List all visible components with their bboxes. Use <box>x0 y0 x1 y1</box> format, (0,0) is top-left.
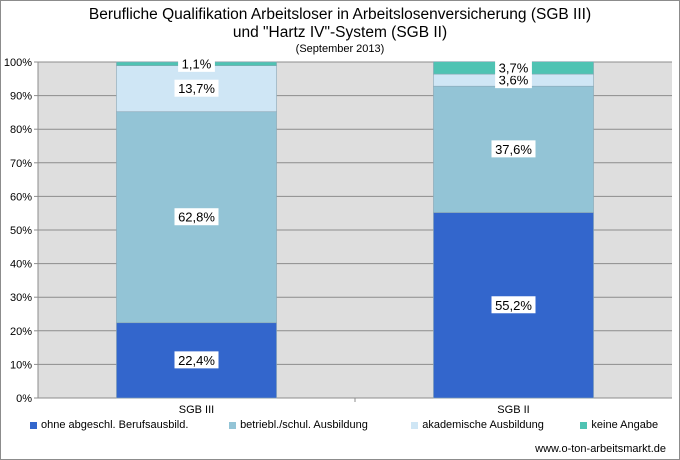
legend-swatch <box>229 421 237 429</box>
y-tick-label: 100% <box>4 57 32 69</box>
data-label-box <box>491 296 536 314</box>
y-tick-label: 90% <box>10 91 32 103</box>
y-tick-label: 50% <box>10 225 32 237</box>
data-label-box <box>174 79 219 97</box>
data-label: 22,4% <box>178 353 215 368</box>
data-label: 55,2% <box>495 298 532 313</box>
data-label: 37,6% <box>495 142 532 157</box>
chart-title-line1: Berufliche Qualifikation Arbeitsloser in… <box>88 6 592 23</box>
chart-legend: ohne abgeschl. Berufsausbild. betriebl./s… <box>30 419 670 431</box>
data-label-box <box>174 351 219 369</box>
legend-item: keine Angabe <box>580 419 670 431</box>
data-label-box <box>495 58 532 76</box>
y-tick-label: 60% <box>10 191 32 203</box>
legend-swatch <box>580 421 588 429</box>
y-tick-label: 0% <box>16 393 32 405</box>
legend-item: ohne abgeschl. Berufsausbild. <box>30 419 229 431</box>
data-label: 1,1% <box>182 56 212 71</box>
legend-item: betriebl./schul. Ausbildung <box>229 419 411 431</box>
legend-label: ohne abgeschl. Berufsausbild. <box>41 419 189 431</box>
data-label: 13,7% <box>178 81 215 96</box>
legend-swatch <box>411 421 419 429</box>
y-tick-label: 20% <box>10 326 32 338</box>
x-category-label: SGB III <box>179 404 214 416</box>
data-label: 3,7% <box>499 60 529 75</box>
legend-swatch <box>30 421 37 429</box>
x-category-label: SGB II <box>497 404 529 416</box>
chart-subtitle: (September 2013) <box>295 43 385 55</box>
legend-label: betriebl./schul. Ausbildung <box>240 419 368 431</box>
legend-label: keine Angabe <box>591 419 659 431</box>
data-label-box <box>174 208 219 226</box>
data-label: 3,6% <box>499 73 529 88</box>
data-label-box <box>178 54 215 72</box>
chart-title: Berufliche Qualifikation Arbeitsloser in… <box>0 6 680 42</box>
legend-label: akademische Ausbildung <box>422 419 544 431</box>
chart-title-line2: und "Hartz IV"-System (SGB II) <box>232 24 448 41</box>
data-label-box <box>491 140 536 158</box>
y-tick-label: 30% <box>10 292 32 304</box>
data-label: 62,8% <box>178 210 215 225</box>
y-tick-label: 80% <box>10 124 32 136</box>
source-credit: www.o-ton-arbeitsmarkt.de <box>535 443 666 455</box>
y-tick-label: 40% <box>10 259 32 271</box>
legend-item: akademische Ausbildung <box>411 419 580 431</box>
y-tick-label: 70% <box>10 158 32 170</box>
y-tick-label: 10% <box>10 359 32 371</box>
